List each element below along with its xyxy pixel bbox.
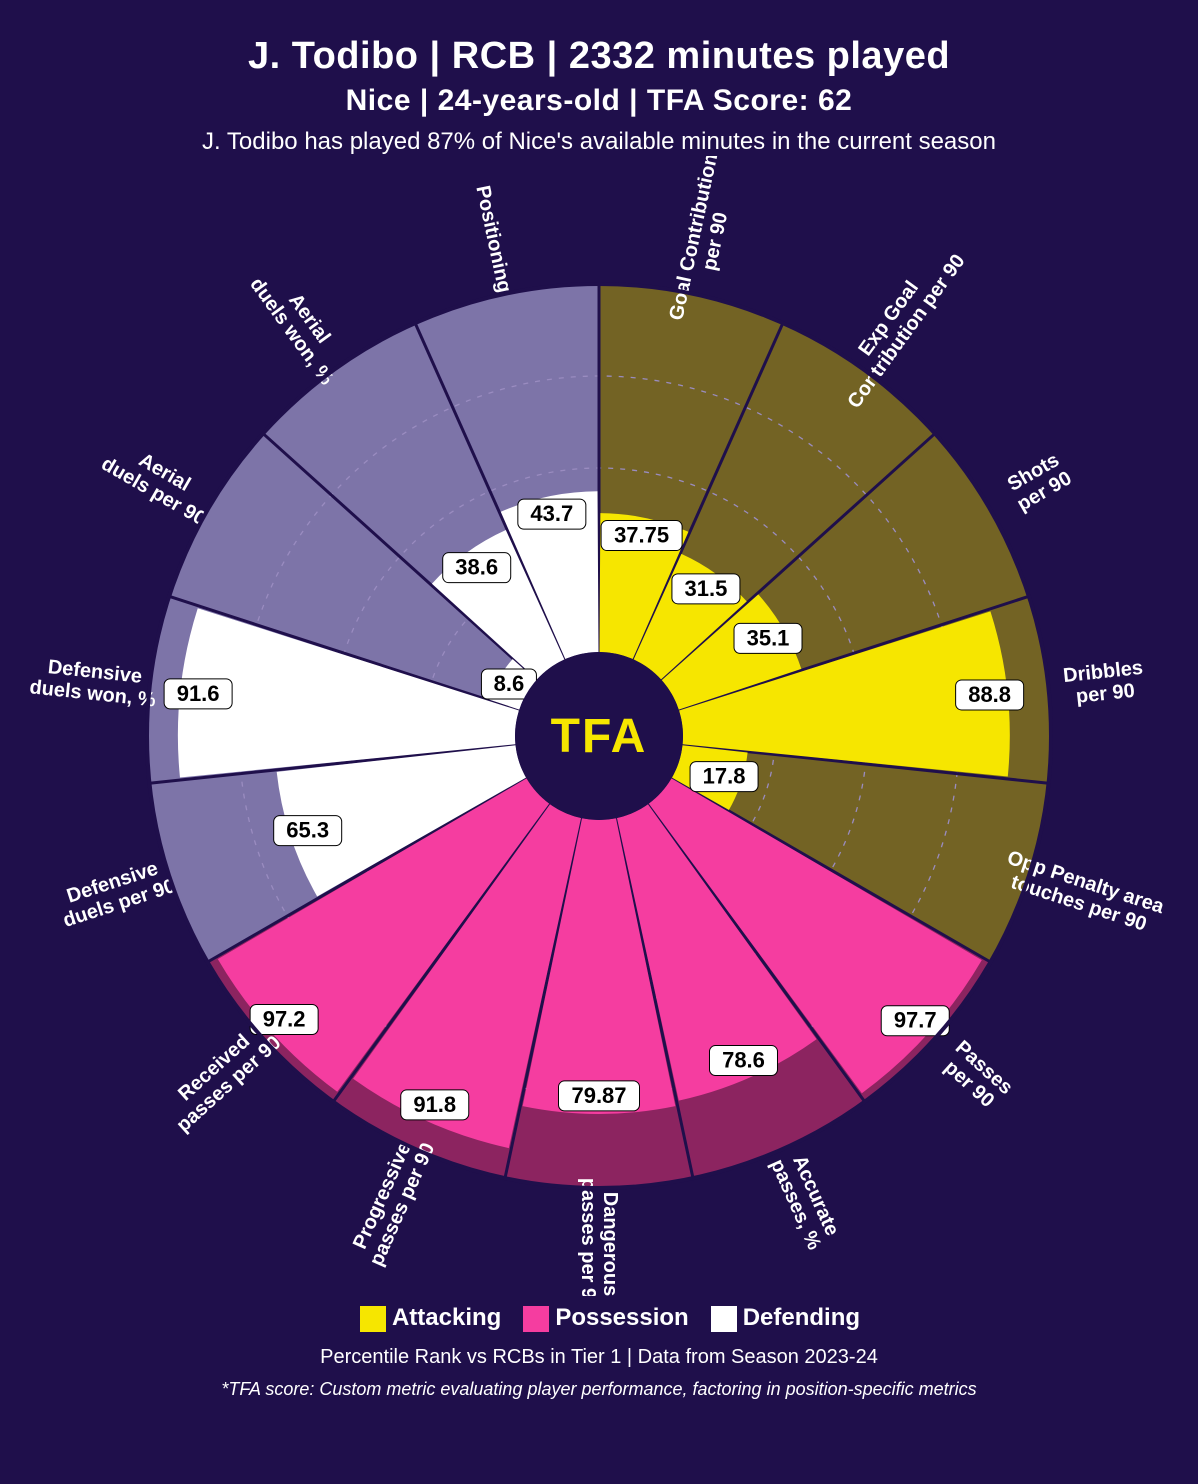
metric-label-group: Positioning bbox=[471, 184, 515, 295]
metric-label-group: Defensiveduels won, % bbox=[28, 654, 159, 711]
legend: Attacking Possession Defending bbox=[0, 1304, 1198, 1332]
metric-label: Positioning bbox=[471, 184, 515, 295]
chart-footnote: *TFA score: Custom metric evaluating pla… bbox=[0, 1379, 1198, 1400]
value-label: 35.1 bbox=[747, 625, 790, 650]
center-logo-text: TFA bbox=[551, 710, 648, 763]
value-label: 97.2 bbox=[263, 1007, 306, 1032]
radial-player-chart: J. Todibo | RCB | 2332 minutes played Ni… bbox=[0, 0, 1198, 1484]
metric-label: Dangerous bbox=[599, 1192, 621, 1296]
value-label: 97.7 bbox=[894, 1008, 937, 1033]
title-line-1: J. Todibo | RCB | 2332 minutes played bbox=[0, 35, 1198, 78]
chart-caption: Percentile Rank vs RCBs in Tier 1 | Data… bbox=[0, 1346, 1198, 1369]
value-label: 8.6 bbox=[494, 671, 525, 696]
value-label: 88.8 bbox=[968, 682, 1011, 707]
subtitle: J. Todibo has played 87% of Nice's avail… bbox=[0, 128, 1198, 156]
metric-label-group: Passesper 90 bbox=[936, 1036, 1017, 1115]
metric-label: Contribution per 90 bbox=[843, 250, 969, 412]
value-label: 37.75 bbox=[614, 523, 669, 548]
legend-label: Attacking bbox=[392, 1304, 501, 1331]
value-label: 91.6 bbox=[177, 681, 220, 706]
metric-label-group: Dribblesper 90 bbox=[1062, 657, 1146, 709]
metric-label-group: Dangerouspasses per 90 bbox=[577, 1178, 621, 1296]
metric-label: passes per 90 bbox=[577, 1178, 599, 1296]
legend-swatch bbox=[711, 1306, 737, 1332]
value-label: 65.3 bbox=[286, 818, 329, 843]
value-label: 78.6 bbox=[722, 1048, 765, 1073]
value-label: 91.8 bbox=[413, 1092, 456, 1117]
value-label: 17.8 bbox=[703, 764, 746, 789]
legend-swatch bbox=[523, 1306, 549, 1332]
metric-label-group: Defensiveduels per 90 bbox=[54, 854, 179, 932]
value-label: 31.5 bbox=[685, 576, 728, 601]
metric-label-group: Accuratepasses, % bbox=[766, 1147, 846, 1253]
value-label: 43.7 bbox=[530, 501, 573, 526]
legend-swatch bbox=[360, 1306, 386, 1332]
value-label: 38.6 bbox=[455, 555, 498, 580]
legend-label: Possession bbox=[555, 1304, 688, 1331]
value-label: 79.87 bbox=[571, 1083, 626, 1108]
legend-label: Defending bbox=[743, 1304, 860, 1331]
radial-bar-chart: 37.75 31.5 35.1 88.8 17.8 97.7 78.6 79.87 91.8 97… bbox=[0, 156, 1198, 1296]
metric-label-group: Shotsper 90 bbox=[1002, 448, 1075, 516]
title-line-2: Nice | 24-years-old | TFA Score: 62 bbox=[0, 84, 1198, 118]
